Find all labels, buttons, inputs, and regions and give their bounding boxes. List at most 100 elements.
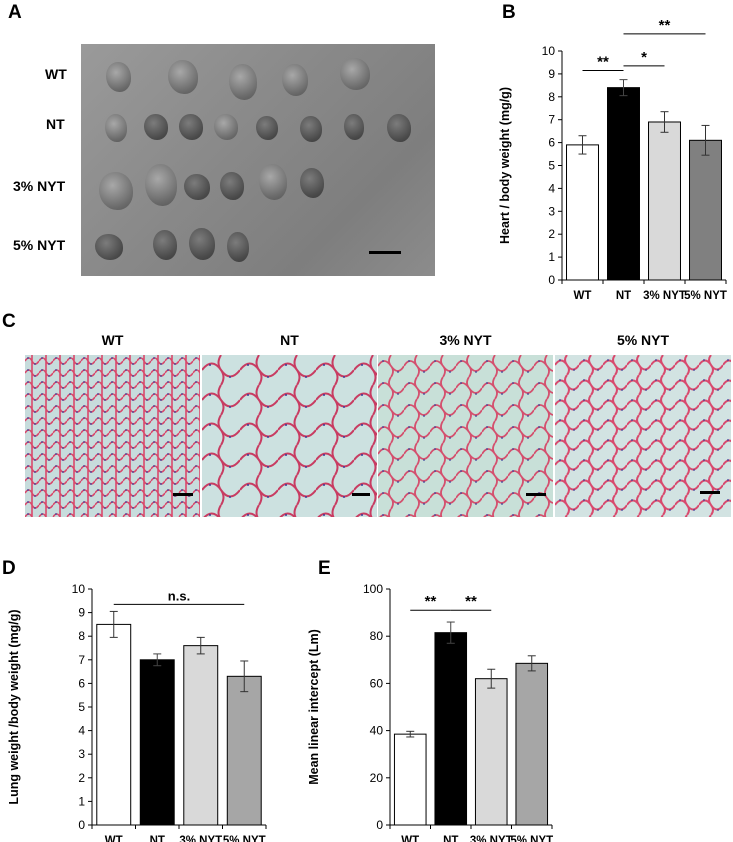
lung-tissue-texture <box>202 355 377 517</box>
histology-image-3nyt <box>378 355 553 517</box>
heart-specimen <box>229 64 257 100</box>
bar <box>183 645 219 826</box>
bar <box>474 678 508 826</box>
y-tick-label: 8 <box>548 90 555 104</box>
y-axis-label: Heart / body weight (mg/g) <box>498 87 512 244</box>
y-tick-label: 3 <box>78 747 85 761</box>
y-tick-label: 7 <box>548 113 555 127</box>
bar <box>648 121 681 281</box>
histology-title-5nyt: 5% NYT <box>616 332 670 348</box>
lung-tissue-texture <box>555 355 731 517</box>
histology-title-3nyt: 3% NYT <box>439 332 492 348</box>
heart-specimen <box>153 230 177 260</box>
y-tick-label: 2 <box>78 771 85 785</box>
y-tick-label: 0 <box>376 818 383 832</box>
histology-image-5nyt <box>555 355 731 517</box>
x-tick-label: 5% NYT <box>510 835 553 842</box>
row-label-3nyt: 3% NYT <box>13 178 66 194</box>
y-tick-label: 4 <box>78 724 85 738</box>
y-tick-label: 40 <box>370 724 384 738</box>
y-tick-label: 10 <box>72 582 86 596</box>
y-tick-label: 3 <box>548 204 555 218</box>
y-tick-label: 9 <box>548 67 555 81</box>
histology-title-wt: WT <box>101 332 124 348</box>
panel-letter-b: B <box>502 2 516 23</box>
heart-specimen <box>344 114 364 140</box>
scale-bar <box>526 493 546 496</box>
y-tick-label: 1 <box>548 250 555 264</box>
heart-specimen <box>300 116 322 142</box>
y-tick-label: 10 <box>542 44 556 58</box>
heart-specimen <box>387 114 411 142</box>
x-tick-label: 5% NYT <box>684 290 727 302</box>
heart-specimen <box>145 164 177 206</box>
bar <box>96 623 132 826</box>
row-label-nt: NT <box>46 116 65 132</box>
lung-tissue-texture <box>378 355 553 517</box>
heart-specimen <box>179 114 203 140</box>
x-tick-label: NT <box>443 835 458 842</box>
x-tick-label: 3% NYT <box>470 835 513 842</box>
y-tick-label: 2 <box>548 227 555 241</box>
histology-image-wt <box>25 355 200 517</box>
panel-letter-c: C <box>2 311 16 332</box>
y-tick-label: 60 <box>370 676 384 690</box>
bar <box>226 675 262 826</box>
y-axis-label: Lung weight /body weight (mg/g) <box>7 609 21 804</box>
row-label-5nyt: 5% NYT <box>13 237 66 253</box>
heart-specimen <box>227 232 249 262</box>
heart-specimen <box>340 58 370 90</box>
significance-label: ** <box>425 593 437 610</box>
y-tick-label: 100 <box>363 582 383 596</box>
y-tick-label: 5 <box>548 159 555 173</box>
x-tick-label: WT <box>105 835 123 842</box>
scale-bar <box>173 493 193 496</box>
bar <box>434 632 468 826</box>
x-tick-label: WT <box>574 290 592 302</box>
bar <box>566 144 599 281</box>
chart-mean-linear-intercept: 0 20 40 60 80 100 Mean linear intercept (Lm) WT… <box>307 582 553 842</box>
bar <box>393 733 427 826</box>
y-tick-label: 7 <box>78 653 85 667</box>
panel-letter-e: E <box>318 558 331 579</box>
histology-image-nt <box>202 355 377 517</box>
significance-label: n.s. <box>168 588 190 603</box>
bar <box>689 139 722 281</box>
row-label-wt: WT <box>45 66 67 82</box>
bar <box>607 87 640 281</box>
heart-specimen <box>256 116 278 140</box>
heart-specimen <box>282 64 308 96</box>
scale-bar <box>369 251 401 254</box>
y-tick-label: 0 <box>78 818 85 832</box>
y-tick-label: 80 <box>370 629 384 643</box>
heart-specimen <box>300 168 324 198</box>
chart-heart-body-weight: 0 1 2 3 4 5 6 7 8 9 10 Heart / body weight (mg/g) WT… <box>498 17 727 302</box>
heart-specimen <box>99 172 133 210</box>
scale-bar <box>352 493 370 496</box>
y-tick-label: 0 <box>548 273 555 287</box>
y-tick-label: 6 <box>78 676 85 690</box>
bar <box>139 659 175 826</box>
heart-specimen <box>214 114 238 140</box>
y-tick-label: 1 <box>78 794 85 808</box>
significance-label: ** <box>659 17 671 34</box>
heart-photograph <box>81 44 435 276</box>
heart-specimen <box>189 228 215 260</box>
bar <box>515 662 549 826</box>
heart-specimen <box>168 60 198 94</box>
significance-label: ** <box>597 53 609 70</box>
heart-specimen <box>259 164 287 200</box>
scale-bar <box>700 491 720 494</box>
heart-specimen <box>184 174 210 200</box>
heart-specimen <box>144 114 168 140</box>
histology-title-nt: NT <box>280 332 299 348</box>
x-tick-label: NT <box>150 835 165 842</box>
y-tick-label: 20 <box>370 771 384 785</box>
y-axis-label: Mean linear intercept (Lm) <box>307 629 321 785</box>
x-tick-label: WT <box>401 835 419 842</box>
panel-letter-a: A <box>8 2 22 23</box>
heart-specimen <box>220 172 244 200</box>
lung-tissue-texture <box>25 355 200 517</box>
significance-label: ** <box>465 593 477 610</box>
panel-letter-d: D <box>2 558 16 579</box>
